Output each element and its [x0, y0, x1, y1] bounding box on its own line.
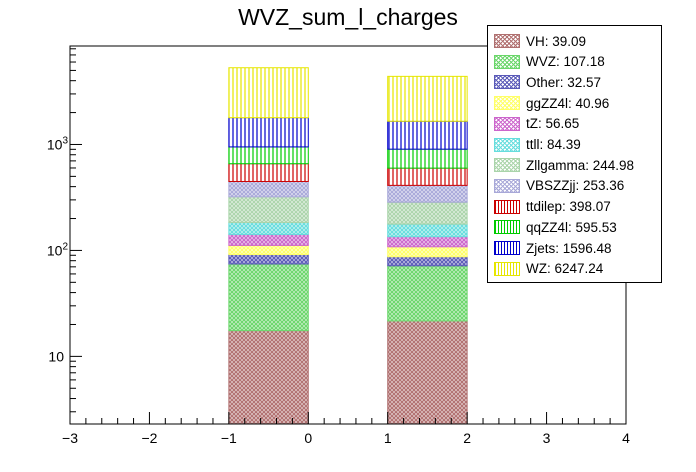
bar-zjets-bin-0 — [228, 117, 309, 148]
bar-tz-bin-0 — [228, 233, 309, 246]
chart-title: WVZ_sum_l_charges — [238, 4, 458, 30]
y-tick-label: 103 — [47, 135, 69, 152]
legend-swatch — [494, 220, 520, 235]
x-tick-label: −2 — [141, 430, 157, 446]
bar-ttdilep-bin-0 — [228, 163, 309, 182]
y-tick-label: 10 — [48, 348, 64, 364]
legend-item-wvz: WVZ: 107.18 — [494, 52, 605, 72]
legend-item-vh: VH: 39.09 — [494, 31, 586, 51]
bar-qqzz4l-bin-0 — [228, 146, 309, 165]
legend-label: VBSZZjj: 253.36 — [526, 178, 625, 194]
bar-ggzz4l-bin-1 — [387, 246, 468, 258]
bar-zllgamma-bin-0 — [228, 196, 309, 223]
legend-item-ggzz4l: ggZZ4l: 40.96 — [494, 93, 609, 113]
legend-item-wz: WZ: 6247.24 — [494, 259, 603, 279]
legend-swatch — [494, 241, 520, 255]
x-tick-label: 3 — [543, 430, 551, 446]
bar-wz-bin-1 — [387, 75, 468, 122]
legend-item-qqzz4l: qqZZ4l: 595.53 — [494, 217, 617, 237]
legend-swatch — [494, 116, 520, 131]
legend-label: Zllgamma: 244.98 — [526, 157, 635, 173]
legend-swatch — [494, 261, 520, 276]
bar-ttll-bin-1 — [387, 223, 468, 238]
legend-label: Zjets: 1596.48 — [526, 240, 612, 256]
bar-zjets-bin-1 — [387, 120, 468, 150]
bar-vh-bin-1 — [387, 320, 468, 425]
bar-ttdilep-bin-1 — [387, 167, 468, 186]
legend-item-vbszzjj: VBSZZjj: 253.36 — [494, 176, 624, 196]
legend-item-tz: tZ: 56.65 — [494, 114, 579, 134]
legend-swatch — [494, 137, 520, 152]
legend-swatch — [494, 75, 520, 90]
x-tick-label: 0 — [304, 430, 312, 446]
x-tick-label: −1 — [221, 430, 237, 446]
legend-label: ttll: 84.39 — [526, 137, 581, 152]
legend-item-ttll: ttll: 84.39 — [494, 135, 581, 155]
bar-other-bin-0 — [228, 254, 309, 265]
x-tick-label: 2 — [463, 430, 471, 446]
x-tick-label: 1 — [384, 430, 392, 446]
legend-label: WVZ: 107.18 — [526, 54, 605, 70]
legend-swatch — [494, 199, 520, 214]
legend-label: ggZZ4l: 40.96 — [526, 95, 610, 111]
bar-vh-bin-0 — [228, 330, 309, 425]
legend-item-ttdilep: ttdilep: 398.07 — [494, 197, 611, 217]
legend-swatch — [494, 34, 520, 48]
bar-other-bin-1 — [387, 256, 468, 267]
bar-ttll-bin-0 — [228, 221, 309, 235]
bar-wvz-bin-1 — [387, 265, 468, 322]
legend-swatch — [494, 178, 520, 193]
legend-label: ttdilep: 398.07 — [526, 199, 611, 215]
legend-label: tZ: 56.65 — [526, 116, 580, 132]
legend-swatch — [494, 54, 520, 69]
x-tick-label: 4 — [622, 430, 630, 446]
bar-wvz-bin-0 — [228, 263, 309, 332]
legend-item-zjets: Zjets: 1596.48 — [494, 238, 612, 258]
legend: VH: 39.09 WVZ: 107.18 Other: 32.57 ggZZ4l: … — [487, 25, 662, 283]
legend-label: WZ: 6247.24 — [526, 261, 604, 277]
legend-item-other: Other: 32.57 — [494, 72, 601, 92]
legend-label: VH: 39.09 — [526, 33, 587, 49]
bar-wz-bin-0 — [228, 67, 309, 119]
bar-vbszzjj-bin-1 — [387, 184, 468, 203]
bar-qqzz4l-bin-1 — [387, 148, 468, 169]
legend-label: Other: 32.57 — [526, 74, 602, 90]
y-tick-label: 102 — [47, 241, 69, 258]
x-tick-label: −3 — [62, 430, 78, 446]
legend-item-zllgamma: Zllgamma: 244.98 — [494, 155, 634, 175]
bar-tz-bin-1 — [387, 236, 468, 248]
legend-swatch — [494, 158, 520, 173]
bar-ggzz4l-bin-0 — [228, 244, 309, 256]
legend-swatch — [494, 96, 520, 111]
bar-zllgamma-bin-1 — [387, 201, 468, 225]
legend-label: qqZZ4l: 595.53 — [526, 219, 617, 235]
bar-vbszzjj-bin-0 — [228, 180, 309, 198]
